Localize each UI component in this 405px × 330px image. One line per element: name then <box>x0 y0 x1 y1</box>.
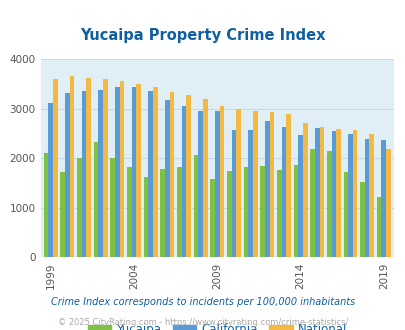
Bar <box>236 109 240 257</box>
Bar <box>276 170 281 257</box>
Bar <box>302 123 307 257</box>
Bar <box>319 127 323 257</box>
Bar <box>297 135 302 257</box>
Bar <box>65 93 69 257</box>
Bar <box>169 92 174 257</box>
Text: Crime Index corresponds to incidents per 100,000 inhabitants: Crime Index corresponds to incidents per… <box>51 297 354 307</box>
Bar <box>186 95 190 257</box>
Bar <box>115 87 119 257</box>
Bar <box>219 106 224 257</box>
Bar <box>177 167 181 257</box>
Bar <box>93 142 98 257</box>
Bar <box>198 111 202 257</box>
Bar <box>247 130 252 257</box>
Bar <box>98 90 102 257</box>
Bar <box>43 153 48 257</box>
Bar <box>143 177 148 257</box>
Bar <box>385 148 390 257</box>
Bar <box>347 134 352 257</box>
Bar <box>160 169 164 257</box>
Bar <box>359 182 364 257</box>
Bar <box>293 165 297 257</box>
Bar <box>164 100 169 257</box>
Bar <box>214 112 219 257</box>
Bar <box>376 197 381 257</box>
Bar <box>77 158 81 257</box>
Bar <box>48 104 53 257</box>
Bar <box>193 155 198 257</box>
Bar <box>136 84 141 257</box>
Bar <box>309 148 314 257</box>
Bar <box>343 172 347 257</box>
Bar <box>264 121 269 257</box>
Bar <box>53 79 58 257</box>
Bar <box>281 127 286 257</box>
Bar <box>269 112 273 257</box>
Bar <box>148 91 153 257</box>
Bar <box>127 167 131 257</box>
Bar <box>314 128 319 257</box>
Bar <box>181 106 186 257</box>
Bar <box>231 130 236 257</box>
Text: Yucaipa Property Crime Index: Yucaipa Property Crime Index <box>80 28 325 43</box>
Legend: Yucaipa, California, National: Yucaipa, California, National <box>83 319 351 330</box>
Bar <box>252 111 257 257</box>
Bar <box>69 76 74 257</box>
Bar <box>326 151 331 257</box>
Bar <box>210 179 214 257</box>
Bar <box>226 171 231 257</box>
Bar <box>381 140 385 257</box>
Bar <box>364 139 369 257</box>
Bar <box>202 99 207 257</box>
Bar <box>352 130 357 257</box>
Bar <box>243 167 247 257</box>
Bar <box>119 81 124 257</box>
Bar <box>86 78 91 257</box>
Bar <box>131 87 136 257</box>
Bar <box>331 131 335 257</box>
Bar <box>102 79 107 257</box>
Bar <box>286 114 290 257</box>
Text: © 2025 CityRating.com - https://www.cityrating.com/crime-statistics/: © 2025 CityRating.com - https://www.city… <box>58 318 347 327</box>
Bar <box>335 129 340 257</box>
Bar <box>110 158 115 257</box>
Bar <box>60 172 65 257</box>
Bar <box>81 91 86 257</box>
Bar <box>153 87 157 257</box>
Bar <box>369 134 373 257</box>
Bar <box>260 166 264 257</box>
